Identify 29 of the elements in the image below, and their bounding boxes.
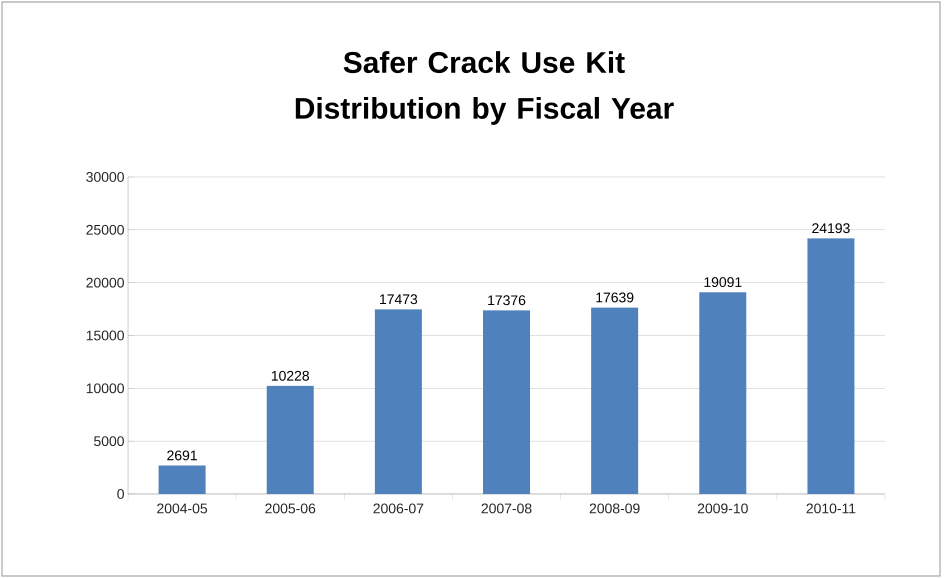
bar — [483, 310, 530, 494]
data-label: 17376 — [488, 295, 526, 306]
y-tick-label: 5000 — [94, 436, 124, 446]
data-label: 17473 — [380, 294, 418, 304]
data-label: 10228 — [272, 370, 310, 381]
x-tick-label: 2004-05 — [157, 503, 208, 514]
bar — [591, 308, 638, 494]
data-label: 19091 — [704, 277, 742, 288]
data-label: 24193 — [812, 223, 850, 234]
bar — [807, 238, 854, 494]
x-tick-label: 2006-07 — [373, 503, 424, 514]
x-tick-label: 2009-10 — [698, 503, 748, 514]
y-tick-label: 0 — [117, 489, 124, 499]
y-tick-label: 20000 — [86, 278, 124, 288]
bar — [266, 386, 314, 494]
data-label: 2691 — [167, 450, 197, 460]
x-tick-label: 2005-06 — [265, 503, 316, 514]
bar — [158, 466, 206, 494]
data-label: 17639 — [596, 292, 634, 302]
y-tick-label: 15000 — [86, 330, 124, 340]
chart-title: Safer Crack Use Kit Distribution by Fiscal Year — [296, 51, 674, 125]
x-tick-label: 2008-09 — [590, 503, 640, 514]
bar — [699, 292, 746, 494]
y-tick-label: 30000 — [86, 172, 124, 182]
y-tick-label: 10000 — [86, 383, 124, 394]
y-tick-label: 25000 — [86, 224, 124, 235]
bar — [374, 309, 422, 494]
x-tick-label: 2010-11 — [806, 503, 856, 514]
x-tick-label: 2007-08 — [482, 503, 532, 514]
